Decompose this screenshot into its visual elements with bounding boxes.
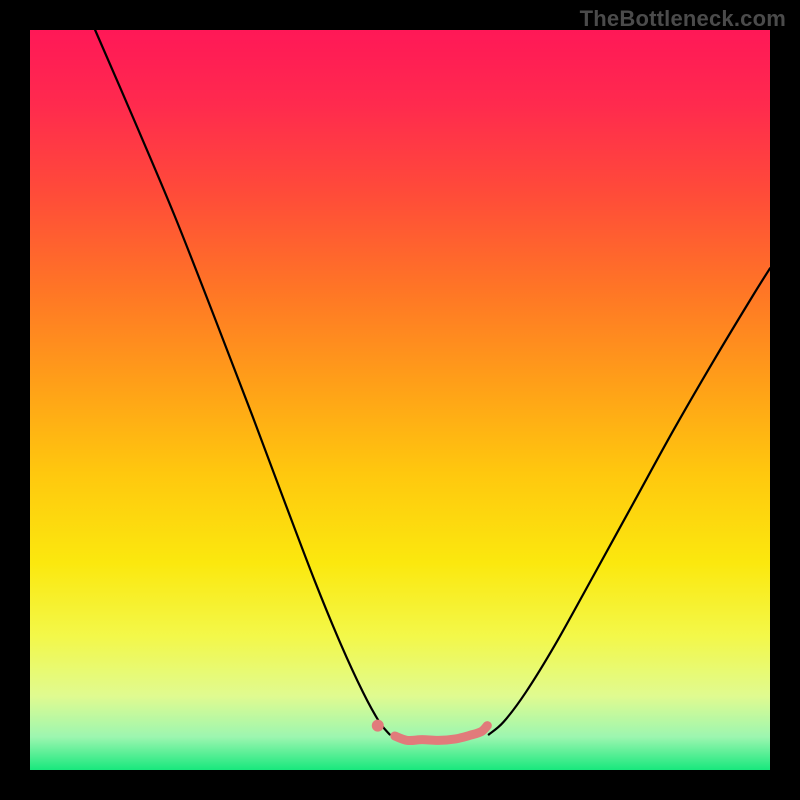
chart-container: TheBottleneck.com — [0, 0, 800, 800]
bottleneck-chart — [0, 0, 800, 800]
attribution-text: TheBottleneck.com — [580, 6, 786, 32]
